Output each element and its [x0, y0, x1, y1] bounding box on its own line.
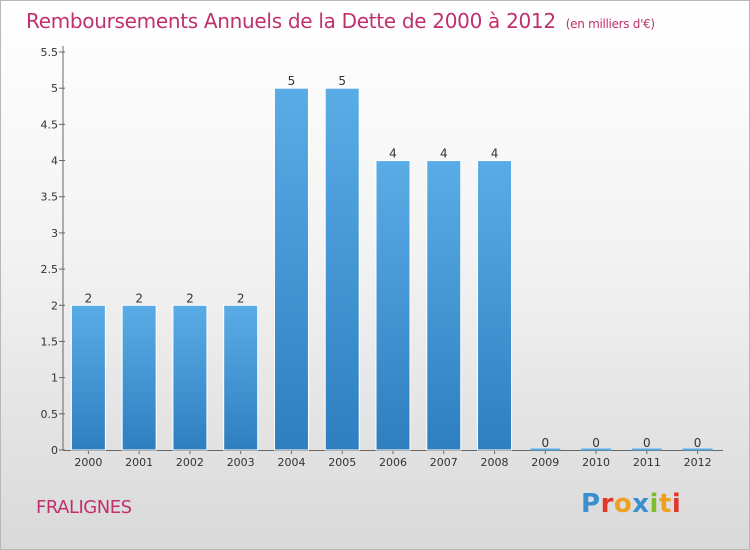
y-tick-label: 3.5	[41, 191, 59, 204]
y-tick-label: 5	[51, 82, 58, 95]
y-tick-label: 1	[51, 372, 58, 385]
bar-value-label: 0	[592, 436, 600, 450]
logo-letter: t	[658, 489, 672, 519]
x-tick-label: 2007	[430, 456, 458, 469]
bar	[375, 160, 411, 451]
y-tick-label: 2.5	[41, 263, 59, 276]
bar-value-label: 4	[440, 147, 448, 161]
x-tick-label: 2006	[379, 456, 407, 469]
bar-value-label: 2	[85, 291, 93, 305]
x-tick-label: 2012	[684, 456, 712, 469]
x-tick-label: 2000	[74, 456, 102, 469]
bar-value-label: 0	[694, 436, 702, 450]
bar	[273, 87, 309, 451]
bar	[477, 160, 513, 451]
logo-letter: i	[671, 489, 682, 519]
bar-value-label: 4	[389, 147, 397, 161]
bar	[223, 304, 259, 451]
axes: 0 0.5 1 1.5 2 2.5 3 3.5 4 4.5 5 5.5	[41, 46, 723, 457]
y-tick-label: 0.5	[41, 408, 59, 421]
chart-title-text: Remboursements Annuels de la Dette de 20…	[26, 9, 556, 33]
bar-value-label: 5	[288, 74, 296, 88]
y-tick-label: 2	[51, 299, 58, 312]
bar	[70, 304, 106, 451]
x-tick-label: 2009	[531, 456, 559, 469]
y-tick-label: 4	[51, 155, 58, 168]
chart-title: Remboursements Annuels de la Dette de 20…	[26, 9, 655, 33]
bar-value-label: 2	[237, 291, 245, 305]
bar-value-label: 2	[186, 291, 194, 305]
bar-value-label: 4	[491, 147, 499, 161]
x-tick-label: 2005	[328, 456, 356, 469]
proxiti-logo: Proxiti	[581, 489, 681, 519]
y-tick-label: 3	[51, 227, 58, 240]
x-tick-label: 2011	[633, 456, 661, 469]
x-tick-label: 2010	[582, 456, 610, 469]
bar-value-label: 0	[541, 436, 549, 450]
x-tick-label: 2002	[176, 456, 204, 469]
x-tick-label: 2003	[227, 456, 255, 469]
y-tick-label: 4.5	[41, 118, 59, 131]
bar-value-label: 2	[135, 291, 143, 305]
logo-letter: i	[649, 489, 659, 519]
bar	[324, 87, 360, 451]
x-tick-label: 2004	[277, 456, 305, 469]
bar-value-label: 5	[338, 74, 346, 88]
y-tick-label: 0	[51, 444, 58, 457]
y-tick-label: 5.5	[41, 46, 59, 59]
logo-letter: x	[632, 489, 650, 519]
bar-value-label: 0	[643, 436, 651, 450]
commune-name: FRALIGNES	[36, 497, 132, 518]
bars	[70, 87, 713, 451]
chart-unit: (en milliers d'€)	[565, 17, 655, 31]
bar	[172, 304, 208, 451]
x-tick-label: 2008	[481, 456, 509, 469]
logo-letter: r	[600, 489, 614, 519]
x-tick-label: 2001	[125, 456, 153, 469]
y-tick-label: 1.5	[41, 335, 59, 348]
logo-letter: o	[613, 489, 633, 519]
logo-letter: P	[581, 489, 601, 519]
bar	[121, 304, 157, 451]
bar	[426, 160, 462, 451]
labels: 2000 2 2001 2 2002 2 2003 2 2004 5 2005 5 2006 4 2007 4…	[74, 74, 711, 469]
